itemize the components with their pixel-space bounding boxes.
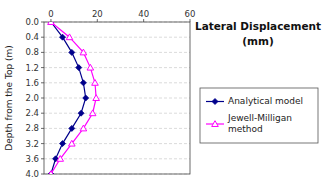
legend-label: Analytical model — [228, 96, 303, 106]
series-line — [51, 22, 96, 174]
title-line: (mm) — [242, 35, 273, 47]
point — [93, 95, 100, 101]
point — [60, 141, 66, 147]
y-tick — [41, 22, 44, 23]
x-tick — [50, 19, 51, 22]
series-line — [51, 22, 86, 174]
point — [80, 125, 87, 131]
y-tick-label: 2.0 — [25, 93, 39, 103]
y-tick-label: 1.2 — [25, 63, 39, 73]
point — [48, 171, 55, 174]
point — [69, 140, 76, 146]
x-tick — [97, 19, 98, 22]
point — [76, 65, 82, 71]
legend-box — [200, 88, 318, 143]
grid-line — [44, 98, 190, 99]
y-tick-label: 4.0 — [25, 169, 39, 179]
grid-line — [44, 128, 190, 129]
y-tick-label: 1.6 — [25, 78, 39, 88]
point — [69, 125, 75, 131]
y-tick — [41, 113, 44, 114]
legend-label-line: method — [228, 124, 263, 134]
point — [89, 110, 96, 116]
point — [66, 34, 73, 40]
point — [60, 34, 66, 40]
grid-line — [44, 158, 190, 159]
y-tick-label: 3.2 — [25, 139, 39, 149]
legend: Analytical model Jewell-Milliganmethod — [200, 88, 318, 143]
x-tick-label: 40 — [138, 9, 149, 19]
point — [48, 22, 55, 24]
y-tick-label: 0.8 — [25, 47, 39, 57]
point — [78, 110, 84, 116]
point — [83, 95, 89, 101]
y-tick — [41, 143, 44, 144]
x-tick-label: 0 — [48, 9, 53, 19]
y-tick-label: 0.0 — [25, 17, 39, 27]
grid-line — [44, 67, 190, 68]
grid-line — [44, 113, 190, 114]
point — [48, 22, 54, 25]
point — [87, 64, 94, 70]
x-tick — [143, 19, 144, 22]
y-axis-label: Depth from the Top (m) — [4, 45, 14, 151]
grid-line — [44, 82, 190, 83]
y-tick — [41, 82, 44, 83]
y-tick-label: 0.4 — [25, 32, 39, 42]
title: Lateral Displacement (mm) — [195, 20, 321, 47]
chart: 0.0 0.4 0.8 1.2 1.6 2.0 2.4 2.8 3.2 3.6 4.0 0 20 40 60… — [0, 0, 324, 182]
legend-marker — [212, 99, 218, 105]
plot-area — [48, 22, 100, 174]
point — [80, 80, 86, 86]
x-tick — [190, 19, 191, 22]
y-tick — [41, 128, 44, 129]
point — [57, 156, 64, 162]
y-tick — [41, 52, 44, 53]
title-line: Lateral Displacement — [195, 20, 321, 32]
plot-frame — [44, 22, 190, 174]
x-tick-label: 60 — [185, 9, 196, 19]
legend-label-line: Analytical model — [228, 96, 303, 106]
grid-line — [44, 52, 190, 53]
y-tick-label: 2.8 — [25, 123, 39, 133]
x-tick-label: 20 — [92, 9, 103, 19]
point — [92, 80, 99, 86]
y-tick — [41, 98, 44, 99]
legend-label-line: Jewell-Milligan — [227, 113, 292, 123]
y-tick — [41, 67, 44, 68]
y-tick — [41, 37, 44, 38]
legend-marker — [212, 121, 219, 127]
y-tick — [41, 158, 44, 159]
legend-label: Jewell-Milliganmethod — [227, 113, 292, 134]
point — [80, 49, 87, 55]
y-tick — [41, 174, 44, 175]
y-tick-label: 2.4 — [25, 108, 39, 118]
y-tick-label: 3.6 — [25, 154, 39, 164]
point — [69, 49, 75, 55]
